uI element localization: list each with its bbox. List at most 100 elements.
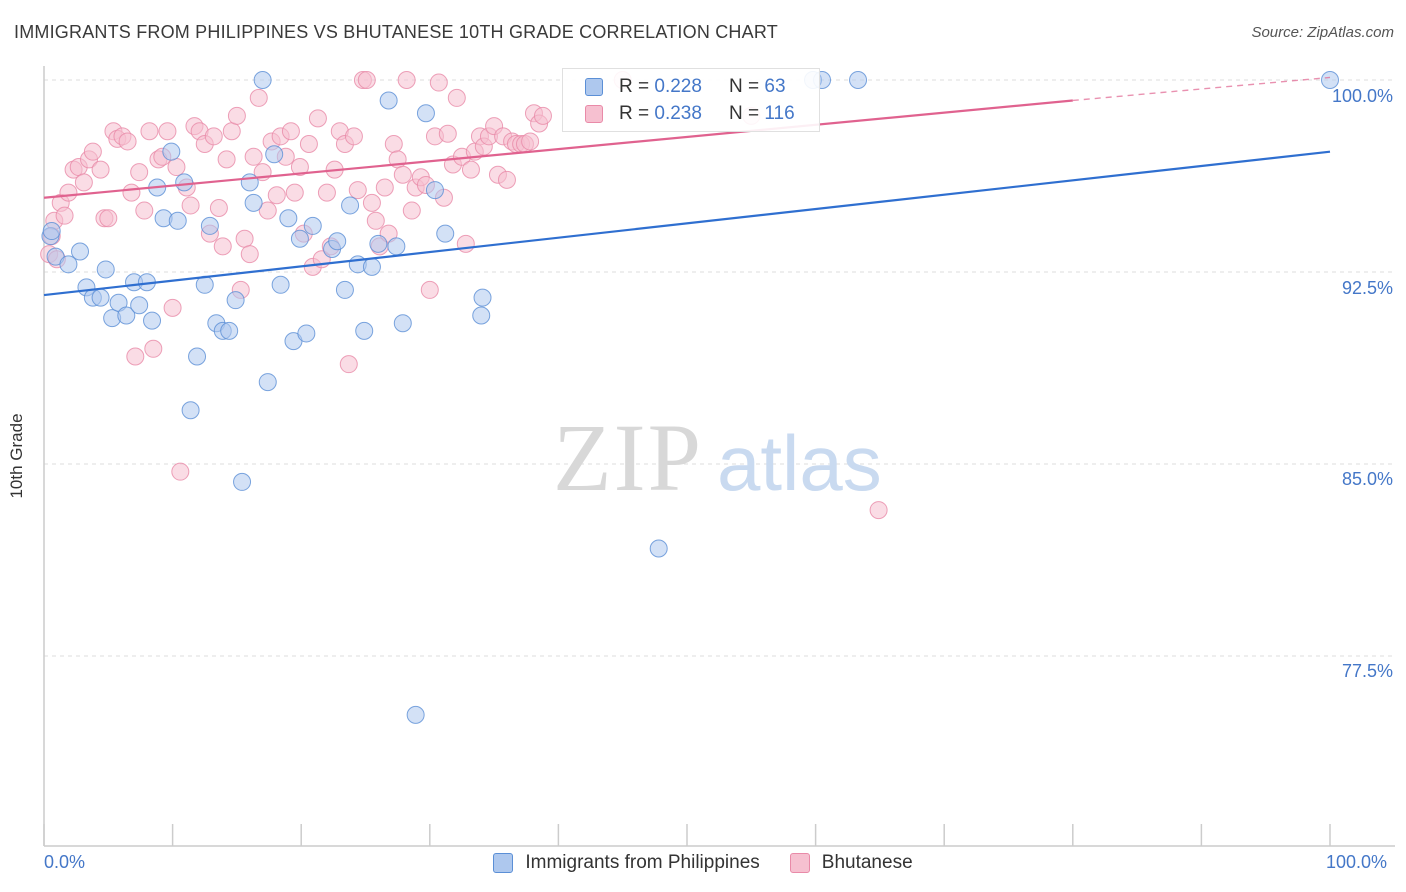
bhutanese-point bbox=[158, 122, 177, 141]
bhutanese-point bbox=[366, 211, 385, 230]
bhutanese-point bbox=[213, 237, 232, 256]
bhutanese-point bbox=[258, 201, 277, 220]
legend-swatch-philippines bbox=[493, 853, 514, 873]
bhutanese-point bbox=[83, 142, 102, 161]
y-tick-label: 85.0% bbox=[1341, 469, 1393, 489]
philippines-point bbox=[271, 275, 290, 294]
philippines-point bbox=[297, 324, 316, 343]
bhutanese-point bbox=[308, 109, 327, 128]
bhutanese-point bbox=[348, 181, 367, 200]
philippines-point bbox=[1321, 71, 1339, 89]
bhutanese-point bbox=[281, 122, 300, 141]
philippines-point bbox=[96, 260, 115, 279]
philippines-point bbox=[369, 234, 388, 253]
bhutanese-point bbox=[171, 462, 190, 481]
philippines-point bbox=[181, 401, 200, 420]
philippines-point bbox=[91, 288, 110, 307]
bhutanese-point bbox=[74, 173, 93, 192]
philippines-point bbox=[849, 71, 868, 89]
philippines-point bbox=[328, 232, 347, 251]
philippines-point bbox=[240, 173, 259, 192]
bhutanese-point bbox=[429, 73, 448, 92]
bhutanese-trend-line bbox=[43, 99, 1073, 199]
bhutanese-point bbox=[397, 71, 416, 89]
n-label: N = bbox=[729, 103, 765, 124]
bhutanese-point bbox=[144, 339, 163, 358]
bhutanese-point bbox=[126, 347, 145, 366]
bhutanese-point bbox=[375, 178, 394, 197]
philippines-point bbox=[220, 321, 239, 340]
bhutanese-point bbox=[99, 209, 118, 228]
x-tick-label: 100.0% bbox=[1326, 852, 1388, 872]
bhutanese-point bbox=[209, 199, 228, 217]
philippines-point bbox=[290, 229, 309, 248]
bhutanese-point bbox=[217, 150, 236, 169]
philippines-point bbox=[649, 539, 668, 558]
series-legend: Immigrants from Philippines Bhutanese bbox=[0, 852, 1406, 874]
bhutanese-point bbox=[869, 501, 888, 520]
bhutanese-point bbox=[384, 135, 403, 153]
bhutanese-point bbox=[227, 106, 246, 125]
philippines-point bbox=[143, 311, 162, 330]
bhutanese-point bbox=[461, 160, 480, 179]
philippines-point bbox=[188, 347, 207, 366]
bhutanese-point bbox=[167, 158, 186, 177]
legend-item-bhutanese: Bhutanese bbox=[789, 852, 913, 874]
n-value: 116 bbox=[764, 103, 795, 124]
philippines-point bbox=[379, 91, 398, 110]
bhutanese-point bbox=[91, 160, 110, 179]
y-tick-label: 77.5% bbox=[1341, 661, 1393, 681]
bhutanese-point bbox=[249, 88, 268, 107]
chart-source: Source: ZipAtlas.com bbox=[1251, 24, 1394, 41]
bhutanese-point bbox=[533, 106, 552, 125]
philippines-point bbox=[393, 314, 412, 333]
philippines-point bbox=[406, 705, 425, 724]
philippines-point bbox=[258, 373, 277, 392]
chart-title: IMMIGRANTS FROM PHILIPPINES VS BHUTANESE… bbox=[14, 22, 778, 42]
watermark-zip: ZIP bbox=[553, 404, 703, 511]
n-label: N = bbox=[729, 76, 765, 97]
r-label: R = bbox=[619, 76, 655, 97]
bhutanese-point bbox=[235, 229, 254, 248]
bhutanese-point bbox=[240, 245, 259, 264]
philippines-point bbox=[303, 216, 322, 235]
stats-legend: R = 0.228 N = 63 R = 0.238 N = 116 bbox=[562, 68, 820, 132]
bhutanese-point bbox=[357, 71, 376, 89]
bhutanese-point bbox=[497, 170, 516, 189]
bhutanese-point bbox=[267, 186, 286, 205]
bhutanese-point bbox=[118, 132, 137, 151]
bhutanese-point bbox=[122, 183, 141, 202]
legend-item-philippines: Immigrants from Philippines bbox=[493, 852, 760, 874]
bhutanese-point bbox=[204, 127, 223, 146]
bhutanese-point bbox=[55, 206, 74, 225]
x-tick-label: 0.0% bbox=[44, 852, 86, 872]
bhutanese-point bbox=[181, 196, 200, 215]
philippines-point bbox=[200, 216, 219, 235]
bhutanese-point bbox=[402, 201, 421, 220]
philippines-point bbox=[162, 142, 181, 161]
bhutanese-point bbox=[244, 147, 263, 166]
philippines-point bbox=[472, 306, 491, 325]
philippines-point bbox=[436, 224, 455, 243]
bhutanese-trend-extension bbox=[1072, 76, 1331, 102]
stats-row-bhutanese: R = 0.238 N = 116 bbox=[585, 101, 795, 127]
legend-swatch-bhutanese bbox=[789, 853, 810, 873]
r-value: 0.238 bbox=[654, 103, 702, 124]
philippines-point bbox=[387, 237, 406, 256]
philippines-point bbox=[253, 71, 272, 89]
philippines-point bbox=[341, 196, 360, 215]
stats-row-philippines: R = 0.228 N = 63 bbox=[585, 74, 786, 100]
philippines-point bbox=[175, 173, 194, 192]
bhutanese-point bbox=[344, 127, 363, 146]
r-label: R = bbox=[619, 103, 655, 124]
bhutanese-point bbox=[438, 124, 457, 143]
philippines-swatch bbox=[585, 78, 603, 96]
philippines-point bbox=[233, 472, 252, 491]
legend-label-philippines: Immigrants from Philippines bbox=[525, 852, 760, 873]
philippines-point bbox=[425, 181, 444, 200]
bhutanese-point bbox=[362, 193, 381, 212]
legend-label-bhutanese: Bhutanese bbox=[821, 852, 913, 873]
bhutanese-point bbox=[163, 298, 182, 317]
philippines-point bbox=[362, 257, 381, 276]
